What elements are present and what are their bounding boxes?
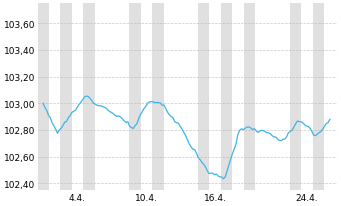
Bar [83,4,95,190]
Bar [60,4,72,190]
Bar [290,4,301,190]
Bar [129,4,140,190]
Bar [198,4,209,190]
Bar [37,4,49,190]
Bar [313,4,324,190]
Bar [244,4,255,190]
Bar [152,4,164,190]
Bar [221,4,233,190]
